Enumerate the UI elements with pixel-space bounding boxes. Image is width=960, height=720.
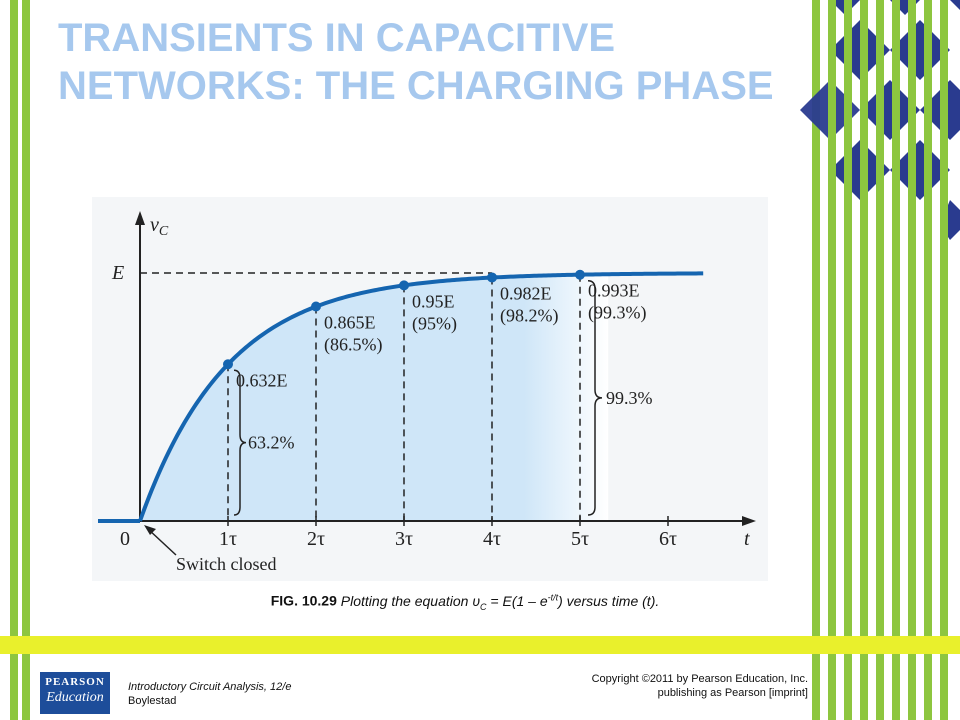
x-tick-label: 1τ <box>219 528 237 550</box>
right-stripe <box>940 0 948 720</box>
x-tick-label: 0 <box>120 528 130 550</box>
brace-label-five-tau: 99.3% <box>606 388 653 408</box>
logo-line2: Education <box>46 690 104 705</box>
footer-copyright: Copyright ©2011 by Pearson Education, In… <box>592 672 808 700</box>
x-tick-label: 4τ <box>483 528 501 550</box>
annotation-switch-closed: Switch closed <box>176 554 277 574</box>
data-point-percent: (86.5%) <box>324 334 382 355</box>
footer-book-info: Introductory Circuit Analysis, 12/e Boyl… <box>128 680 291 708</box>
x-tick-label: 3τ <box>395 528 413 550</box>
footer-author: Boylestad <box>128 695 177 707</box>
pearson-logo: PEARSON Education <box>40 672 110 714</box>
area-under-curve <box>140 274 609 521</box>
data-point <box>575 269 585 280</box>
caption-fig-label: FIG. 10.29 <box>270 592 337 609</box>
data-point-percent: (98.2%) <box>500 305 558 326</box>
brace-label-one-tau: 63.2% <box>248 433 295 453</box>
left-stripe <box>22 0 30 720</box>
caption-sup: -t/t <box>547 592 559 602</box>
right-stripe <box>876 0 884 720</box>
footer-copyright-line: Copyright ©2011 by Pearson Education, In… <box>591 673 808 685</box>
brace-one-tau <box>233 369 247 516</box>
data-point <box>399 280 409 291</box>
caption-text-after: ) versus time (t). <box>558 592 660 609</box>
y-axis-label: vC <box>150 214 169 239</box>
y-level-label: E <box>111 262 124 284</box>
caption-sub: C <box>480 601 487 612</box>
data-point <box>487 272 497 283</box>
right-stripe <box>908 0 916 720</box>
caption-text-mid: = E(1 – e <box>486 592 548 609</box>
slide-title: TRANSIENTS IN CAPACITIVE NETWORKS: THE C… <box>58 16 774 108</box>
right-stripe <box>828 0 836 720</box>
y-axis-arrow <box>135 211 145 225</box>
data-point <box>311 301 321 312</box>
x-tick-label: 5τ <box>571 528 589 550</box>
data-point-label: 0.95E <box>412 291 455 311</box>
figure-caption: FIG. 10.29 Plotting the equation υC = E(… <box>120 592 810 611</box>
charging-curve-chart: EvC t 0 1τ 2τ 3τ 4τ 5τ 6τ 0.632E 0.865E(86.5%) 0.95… <box>92 197 768 581</box>
right-stripe <box>892 0 900 720</box>
charging-curve <box>138 271 704 522</box>
logo-line1: PEARSON <box>45 676 105 688</box>
right-stripe <box>860 0 868 720</box>
footer-publisher-line: publishing as Pearson [imprint] <box>657 687 808 699</box>
data-point-label: 0.982E <box>500 283 552 303</box>
data-point-percent: (99.3%) <box>588 303 646 324</box>
left-stripe <box>10 0 18 720</box>
x-tick-label: 6τ <box>659 528 677 550</box>
x-axis-label: t <box>744 528 750 550</box>
right-stripe <box>844 0 852 720</box>
brace-five-tau <box>587 279 603 516</box>
right-stripe <box>812 0 820 720</box>
annotation-arrow-line <box>147 528 177 556</box>
diamond-pattern <box>800 0 960 240</box>
data-point-label: 0.632E <box>236 370 288 390</box>
data-point-label: 0.993E <box>588 281 640 301</box>
data-point-percent: (95%) <box>412 313 457 334</box>
footer-book-title: Introductory Circuit Analysis, 12/e <box>128 681 292 693</box>
data-point-label: 0.865E <box>324 312 376 332</box>
x-axis-arrow <box>742 516 756 526</box>
data-point <box>223 359 233 370</box>
annotation-arrowhead <box>144 525 156 535</box>
footer-band <box>0 636 960 654</box>
caption-text-before: Plotting the equation υ <box>336 592 481 609</box>
x-tick-label: 2τ <box>307 528 325 550</box>
right-stripe <box>924 0 932 720</box>
